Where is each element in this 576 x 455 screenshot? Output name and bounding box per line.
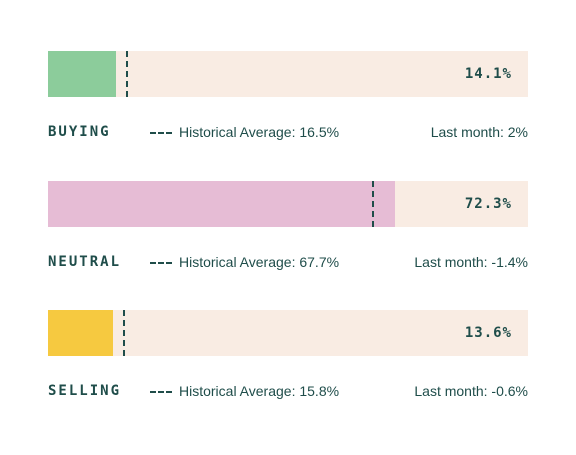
historical-average-text: Historical Average: 67.7%: [179, 254, 340, 270]
category-label-selling: SELLING: [48, 383, 122, 399]
dashed-line-icon: [150, 391, 172, 394]
category-label-neutral: NEUTRAL: [48, 254, 122, 270]
historical-average-marker-buying: [126, 51, 129, 97]
bar-track: 13.6%: [48, 310, 528, 356]
historical-average-legend-selling: Historical Average: 15.8%: [150, 382, 339, 400]
category-label-buying: BUYING: [48, 124, 111, 140]
last-month-neutral: Last month: -1.4%: [414, 254, 528, 270]
dashed-line-icon: [150, 262, 172, 265]
dashed-line-icon: [150, 132, 172, 135]
value-label-neutral: 72.3%: [464, 196, 512, 212]
historical-average-marker-selling: [122, 310, 125, 356]
bar-track: 72.3%: [48, 181, 528, 227]
value-label-selling: 13.6%: [464, 325, 512, 341]
last-month-selling: Last month: -0.6%: [414, 383, 528, 399]
historical-average-legend-buying: Historical Average: 16.5%: [150, 123, 339, 141]
bar-neutral: [48, 181, 396, 227]
bar-selling: [48, 310, 114, 356]
historical-average-marker-neutral: [371, 181, 374, 227]
value-label-buying: 14.1%: [464, 66, 512, 82]
historical-average-legend-neutral: Historical Average: 67.7%: [150, 253, 339, 271]
last-month-buying: Last month: 2%: [430, 124, 528, 140]
historical-average-text: Historical Average: 16.5%: [179, 124, 340, 140]
historical-average-text: Historical Average: 15.8%: [179, 383, 340, 399]
bar-track: 14.1%: [48, 51, 528, 97]
bar-buying: [48, 51, 116, 97]
